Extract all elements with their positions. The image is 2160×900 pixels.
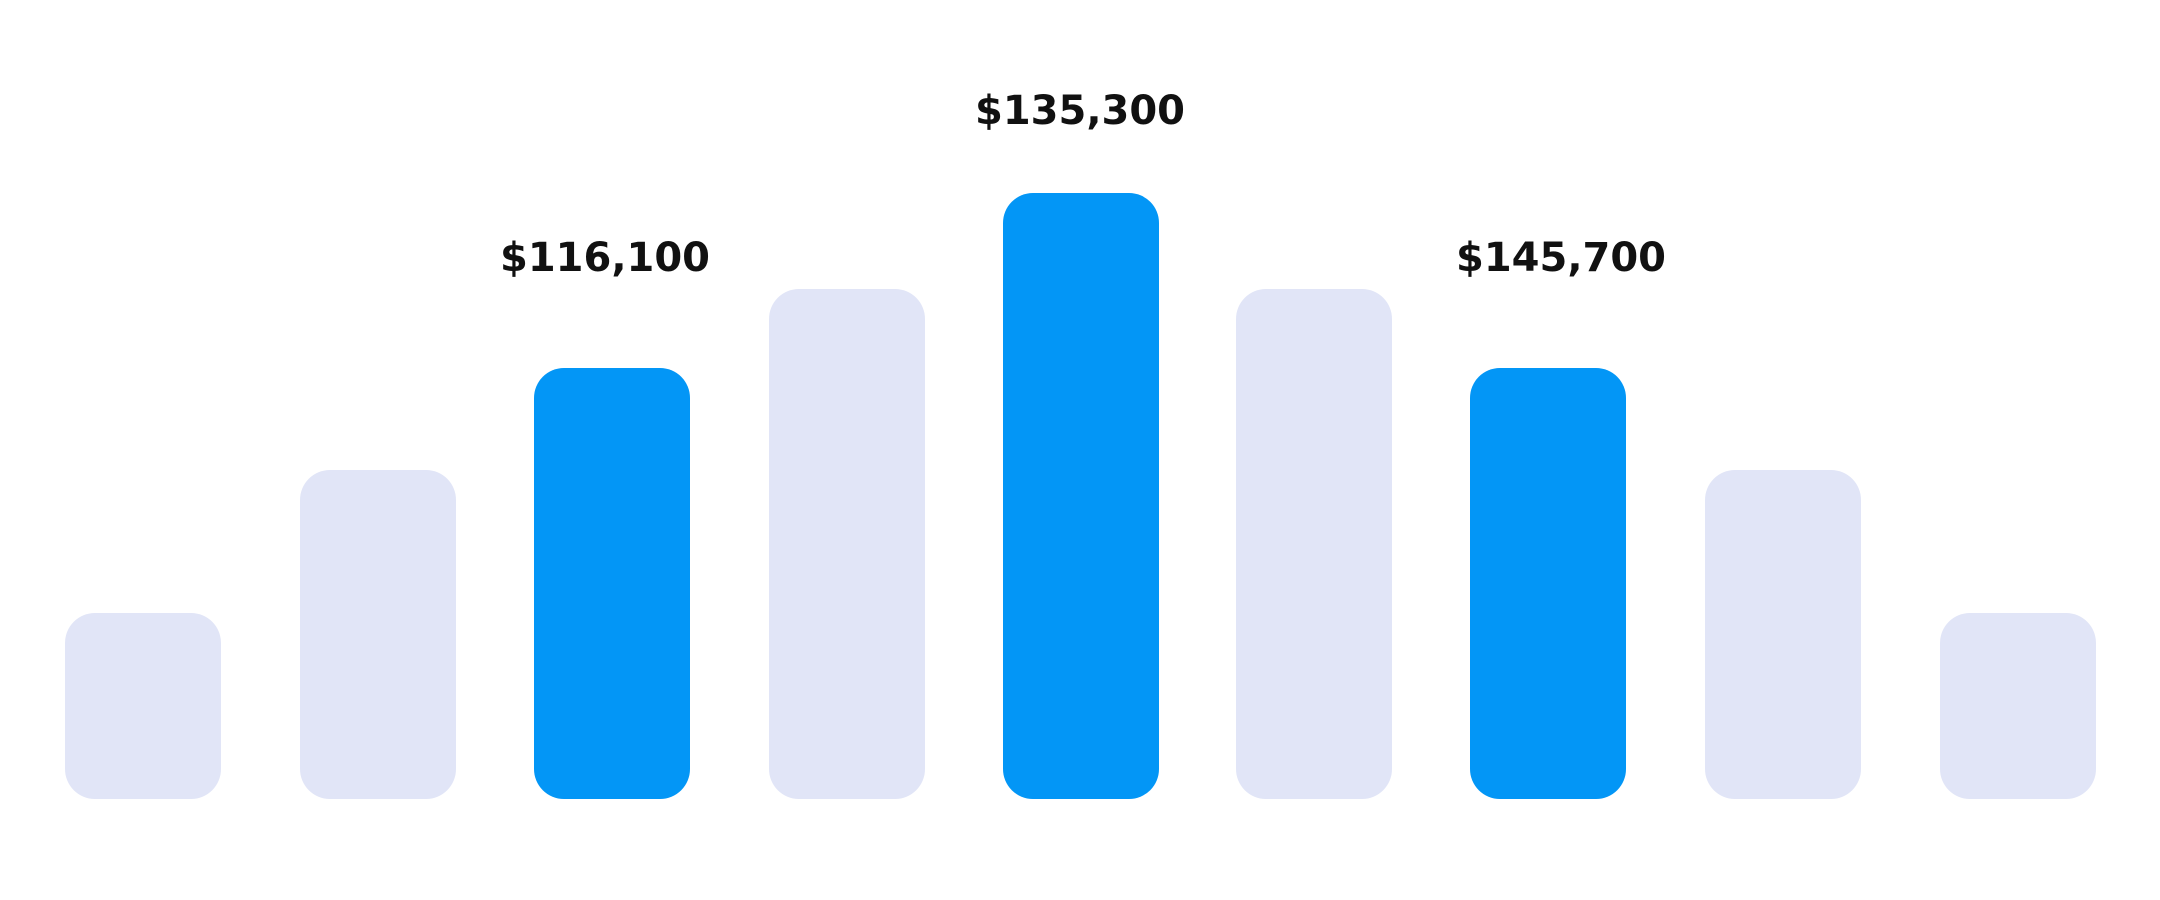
bar: [1236, 289, 1392, 799]
bar: [65, 613, 221, 799]
bar: [1705, 470, 1861, 799]
highlighted-bar: [534, 368, 690, 799]
bar: [1940, 613, 2096, 799]
highlighted-bar: [1003, 193, 1159, 799]
highlighted-bar: [1470, 368, 1626, 799]
bar: [769, 289, 925, 799]
price-label: $116,100: [500, 235, 710, 281]
price-label: $145,700: [1456, 235, 1666, 281]
bar: [300, 470, 456, 799]
price-label: $135,300: [975, 88, 1185, 134]
